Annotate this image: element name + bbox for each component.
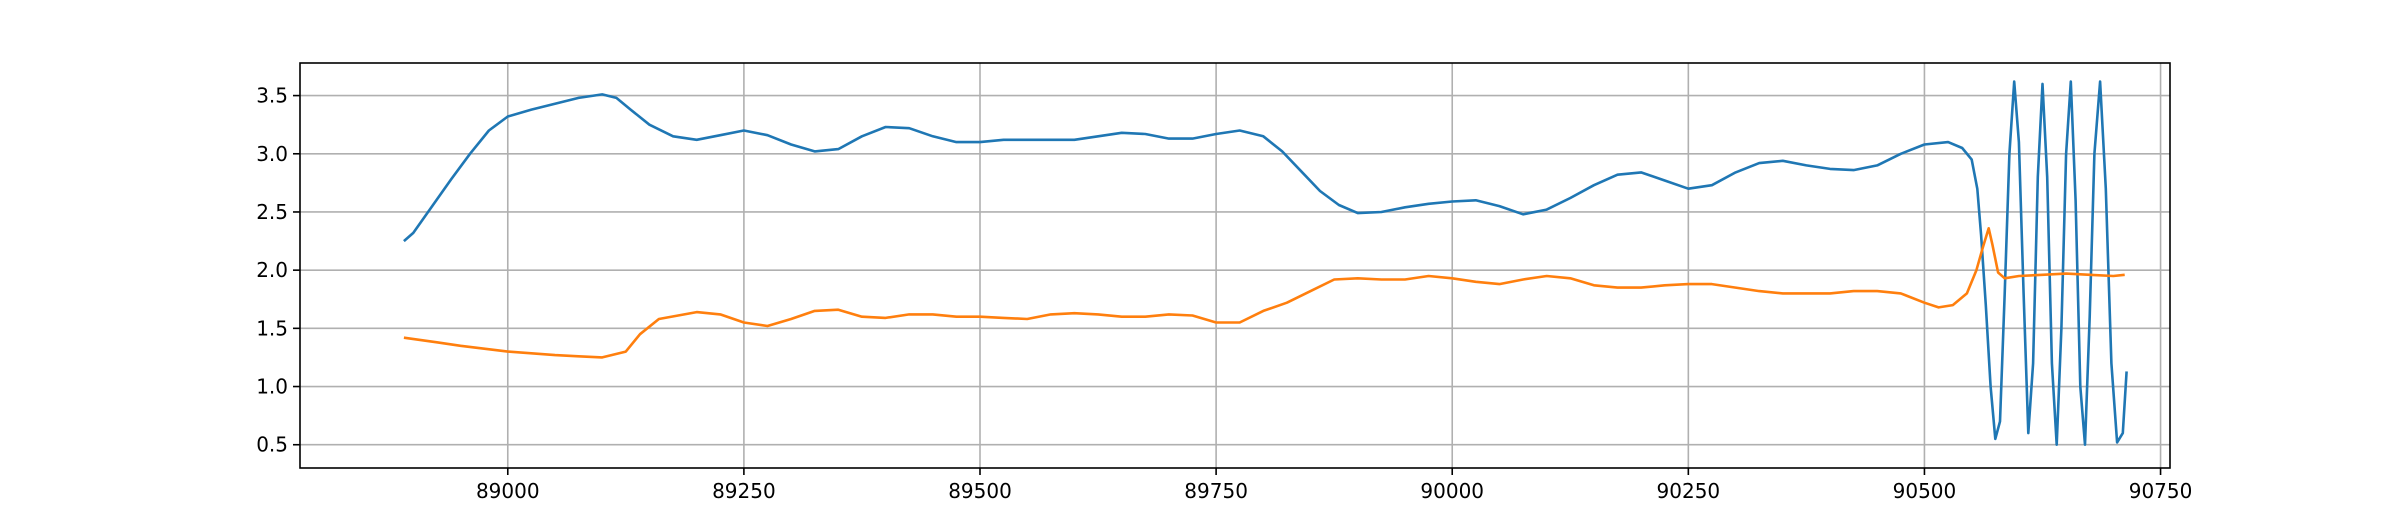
y-axis-ticks: 0.5 1.0 1.5 2.0 2.5 3.0 3.5	[256, 84, 300, 457]
y-tick-label: 0.5	[256, 433, 288, 457]
y-tick-label: 1.5	[256, 316, 288, 340]
y-tick-label: 1.0	[256, 375, 288, 399]
x-tick-label: 89750	[1184, 479, 1248, 503]
x-axis-ticks: 89000 89250 89500 89750 90000 90250 90500 90750	[476, 468, 2192, 503]
x-tick-label: 89250	[712, 479, 776, 503]
x-tick-label: 89500	[948, 479, 1012, 503]
plot-frame	[299, 62, 2171, 469]
series-lines	[403, 80, 2128, 446]
y-tick-label: 3.5	[256, 84, 288, 108]
x-tick-label: 90000	[1420, 479, 1484, 503]
series-line-1	[403, 80, 2128, 446]
y-tick-label: 3.0	[256, 142, 288, 166]
x-tick-label: 90500	[1893, 479, 1957, 503]
y-tick-label: 2.0	[256, 258, 288, 282]
series-line-2	[403, 227, 2125, 359]
x-tick-label: 89000	[476, 479, 540, 503]
x-tick-label: 90750	[2129, 479, 2193, 503]
x-tick-label: 90250	[1657, 479, 1721, 503]
y-tick-label: 2.5	[256, 200, 288, 224]
grid-lines	[300, 63, 2170, 468]
